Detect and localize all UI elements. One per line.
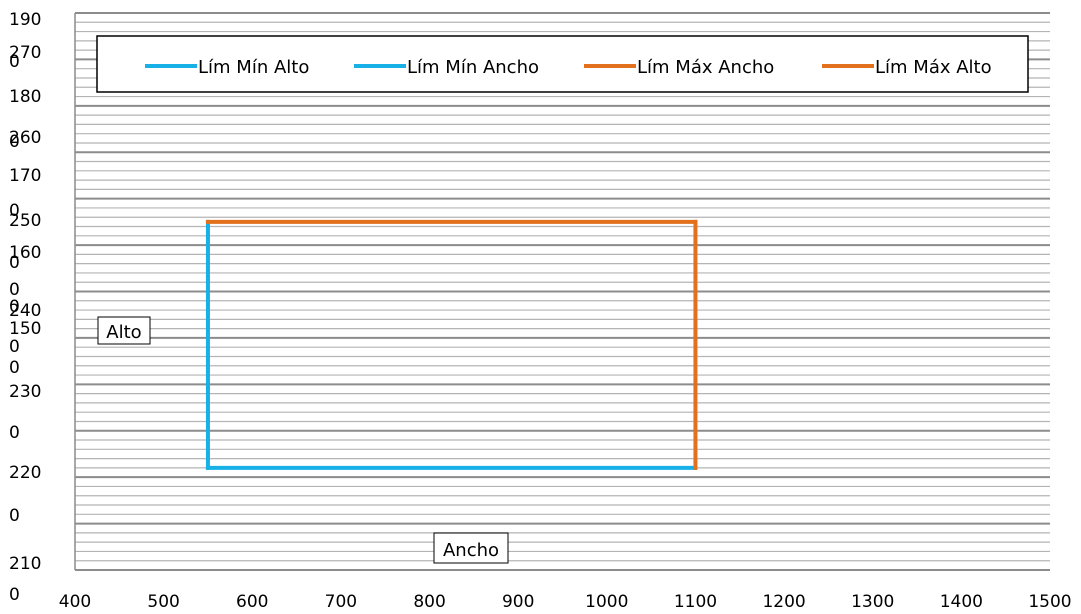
gridlines [74, 12, 1050, 571]
y-tick-label: 0 [9, 337, 20, 357]
legend-label: Lím Mín Ancho [407, 57, 539, 78]
x-tick-labels: 400 500 600 700 800 900 1000 1100 1200 1300 1400 15… [59, 592, 1072, 612]
x-tick-label: 1400 [940, 592, 983, 612]
y-tick-label: 0 [9, 52, 20, 72]
x-tick-label: 900 [502, 592, 534, 612]
y-tick-label: 160 [9, 243, 41, 263]
y-tick-label: 170 [9, 166, 41, 186]
series-lines [205, 219, 698, 470]
legend-label: Lím Máx Alto [875, 57, 992, 78]
y-tick-label: 0 [9, 358, 20, 378]
y-tick-label: 0 [9, 132, 20, 152]
x-tick-label: 500 [147, 592, 179, 612]
y-tick-label: 0 [9, 253, 20, 273]
x-axis-title-box [433, 532, 509, 564]
y-tick-label: 220 [9, 463, 41, 483]
y-tick-label: 190 [9, 10, 41, 30]
y-tick-label: 240 [9, 301, 41, 321]
legend: Lím Mín Alto Lím Mín Ancho Lím Máx Ancho Lí… [96, 35, 1029, 93]
y-tick-label: 0 [9, 585, 20, 605]
y-tick-label: 0 [9, 297, 20, 317]
x-tick-label: 600 [236, 592, 268, 612]
legend-label: Lím Máx Ancho [637, 57, 774, 78]
x-tick-label: 1300 [851, 592, 894, 612]
y-axis-title: Alto [106, 322, 141, 343]
y-tick-label: 270 [9, 43, 41, 63]
x-tick-label: 1200 [762, 592, 805, 612]
y-tick-label: 250 [9, 211, 41, 231]
y-tick-label: 0 [9, 506, 20, 526]
x-tick-label: 800 [413, 592, 445, 612]
y-tick-label: 0 [9, 280, 20, 300]
y-tick-label: 0 [9, 201, 20, 221]
x-axis-title: Ancho [443, 540, 499, 561]
x-tick-label: 1500 [1028, 592, 1071, 612]
y-tick-label: 210 [9, 554, 41, 574]
y-axis-title-box [97, 316, 151, 345]
y-tick-label: 180 [9, 87, 41, 107]
x-tick-label: 1000 [585, 592, 628, 612]
y-tick-label: 230 [9, 382, 41, 402]
y-tick-label: 260 [9, 128, 41, 148]
y-tick-label: 0 [9, 423, 20, 443]
x-tick-label: 400 [59, 592, 91, 612]
y-tick-label: 150 [9, 319, 41, 339]
x-tick-label: 700 [325, 592, 357, 612]
x-tick-label: 1100 [674, 592, 717, 612]
legend-label: Lím Mín Alto [198, 57, 309, 78]
y-tick-labels: 1902700180260017002500160002401500023002… [9, 10, 41, 605]
